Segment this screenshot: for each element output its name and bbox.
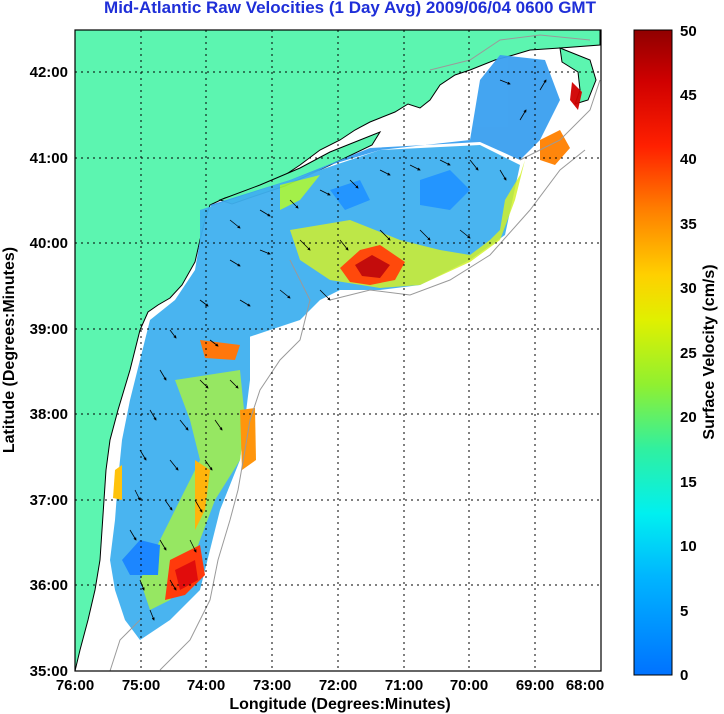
colorbar-tick-label: 25: [680, 345, 697, 362]
x-tick-label: 69:00: [516, 677, 554, 694]
x-tick-label: 74:00: [187, 677, 225, 694]
colorbar-tick-label: 15: [680, 474, 697, 491]
y-tick-labels: 42:00 41:00 40:00 39:00 38:00 37:00 36:0…: [30, 64, 68, 680]
y-tick-label: 35:00: [30, 663, 68, 680]
colorbar-tick-label: 20: [680, 409, 697, 426]
x-tick-label: 73:00: [253, 677, 291, 694]
x-tick-label: 70:00: [450, 677, 488, 694]
y-tick-label: 42:00: [30, 64, 68, 81]
colorbar-tick-label: 5: [680, 603, 688, 620]
bathymetry-contours: [109, 34, 601, 671]
y-tick-label: 39:00: [30, 321, 68, 338]
y-tick-label: 41:00: [30, 150, 68, 167]
x-tick-label: 68:00: [566, 677, 604, 694]
y-tick-label: 37:00: [30, 492, 68, 509]
grid-lines: [75, 30, 601, 671]
colorbar-tick-label: 10: [680, 538, 697, 555]
colorbar-tick-label: 35: [680, 216, 697, 233]
x-tick-label: 76:00: [56, 677, 94, 694]
x-tick-label: 72:00: [319, 677, 357, 694]
y-tick-label: 38:00: [30, 406, 68, 423]
colorbar-tick-label: 50: [680, 23, 697, 40]
x-tick-label: 75:00: [122, 677, 160, 694]
colorbar-tick-label: 45: [680, 87, 697, 104]
x-tick-labels: 76:00 75:00 74:00 73:00 72:00 71:00 70:0…: [56, 677, 604, 694]
colorbar: [633, 29, 673, 676]
map-title: Mid-Atlantic Raw Velocities (1 Day Avg) …: [104, 0, 596, 17]
y-tick-label: 40:00: [30, 235, 68, 252]
y-axis-label: Latitude (Degrees:Minutes): [1, 247, 18, 453]
y-tick-label: 36:00: [30, 577, 68, 594]
plot-frame: [74, 29, 602, 672]
colorbar-tick-label: 30: [680, 280, 697, 297]
colorbar-tick-labels: 0 5 10 15 20 25 30 35 40 45 50: [680, 23, 697, 684]
x-axis-label: Longitude (Degrees:Minutes): [229, 696, 450, 713]
x-tick-label: 71:00: [385, 677, 423, 694]
colorbar-tick-label: 40: [680, 151, 697, 168]
colorbar-tick-label: 0: [680, 667, 688, 684]
colorbar-label: Surface Velocity (cm/s): [701, 264, 718, 439]
